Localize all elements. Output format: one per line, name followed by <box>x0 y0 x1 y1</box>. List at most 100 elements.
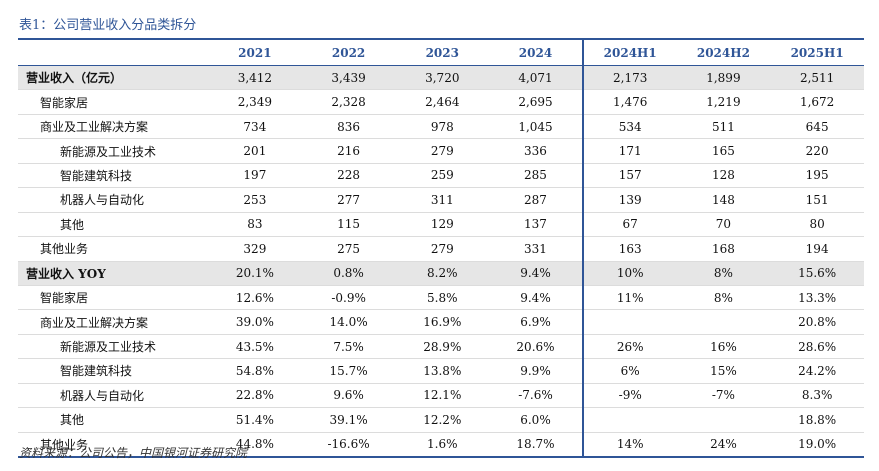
table-cell: 311 <box>395 187 490 213</box>
table-cell: 129 <box>395 212 490 238</box>
table-cell: 2,464 <box>395 89 490 115</box>
table-cell: 80 <box>770 212 864 238</box>
table-container: 2021 2022 2023 2024 2024H1 2024H2 2025H1… <box>18 38 864 458</box>
table-cell: 253 <box>208 187 302 213</box>
table-cell: 171 <box>581 138 677 164</box>
revenue-table: 2021 2022 2023 2024 2024H1 2024H2 2025H1… <box>18 38 864 458</box>
table-cell: 13.8% <box>395 358 490 384</box>
table-cell: 28.9% <box>395 334 490 360</box>
table-cell: 67 <box>581 212 677 238</box>
section-row: 营业收入 YOY 20.1% 0.8% 8.2% 9.4% 10% 8% 15.6% <box>18 261 864 286</box>
table-row: 其他业务 329 275 279 331 163 168 194 <box>18 236 864 262</box>
table-cell: 836 <box>301 114 396 140</box>
table-cell: 54.8% <box>208 358 302 384</box>
column-header: 2024 <box>489 38 583 66</box>
table-cell: 10% <box>581 261 677 286</box>
table-cell: 14% <box>581 432 677 458</box>
table-cell: 9.9% <box>489 358 583 384</box>
table-cell: 8.3% <box>770 383 864 409</box>
table-cell: 3,720 <box>395 65 490 91</box>
table-cell: 14.0% <box>301 309 396 335</box>
table-title: 表1：公司营业收入分品类拆分 <box>19 18 197 33</box>
table-cell: 3,439 <box>301 65 396 91</box>
table-cell: 6% <box>581 358 677 384</box>
table-cell: -9% <box>581 383 677 409</box>
table-cell: 12.2% <box>395 407 490 433</box>
row-label: 新能源及工业技术 <box>18 334 209 360</box>
row-label: 新能源及工业技术 <box>18 138 209 164</box>
table-row: 商业及工业解决方案 734 836 978 1,045 534 511 645 <box>18 114 864 140</box>
row-label: 营业收入 YOY <box>18 261 209 286</box>
table-cell: 7.5% <box>301 334 396 360</box>
table-cell: 1,045 <box>489 114 583 140</box>
table-row: 智能建筑科技 54.8% 15.7% 13.8% 9.9% 6% 15% 24.2% <box>18 358 864 384</box>
table-cell: 70 <box>676 212 771 238</box>
column-header: 2021 <box>208 38 302 66</box>
table-cell: 6.0% <box>489 407 583 433</box>
table-cell: 336 <box>489 138 583 164</box>
table-cell: 26% <box>581 334 677 360</box>
table-cell: 285 <box>489 163 583 189</box>
table-cell: 4,071 <box>489 65 583 91</box>
column-header: 2022 <box>301 38 396 66</box>
table-cell: 2,511 <box>770 65 864 91</box>
table-cell: 331 <box>489 236 583 262</box>
table-cell: 165 <box>676 138 771 164</box>
table-cell: -16.6% <box>301 432 396 458</box>
table-cell <box>676 407 771 433</box>
table-cell: 18.7% <box>489 432 583 458</box>
column-header: 2023 <box>395 38 490 66</box>
table-row: 智能建筑科技 197 228 259 285 157 128 195 <box>18 163 864 189</box>
table-row: 智能家居 12.6% -0.9% 5.8% 9.4% 11% 8% 13.3% <box>18 285 864 311</box>
table-cell: 51.4% <box>208 407 302 433</box>
table-row: 机器人与自动化 22.8% 9.6% 12.1% -7.6% -9% -7% 8.3% <box>18 383 864 409</box>
table-cell: 163 <box>581 236 677 262</box>
table-cell: 279 <box>395 236 490 262</box>
row-label: 其他业务 <box>18 236 209 262</box>
table-row: 新能源及工业技术 43.5% 7.5% 28.9% 20.6% 26% 16% 28.6% <box>18 334 864 360</box>
table-cell: 12.1% <box>395 383 490 409</box>
table-cell: 329 <box>208 236 302 262</box>
table-cell: 275 <box>301 236 396 262</box>
table-cell: 12.6% <box>208 285 302 311</box>
table-cell: 39.1% <box>301 407 396 433</box>
section-row: 营业收入（亿元） 3,412 3,439 3,720 4,071 2,173 1,899 2,… <box>18 65 864 91</box>
table-cell: 1.6% <box>395 432 490 458</box>
table-cell: 18.8% <box>770 407 864 433</box>
table-cell: 128 <box>676 163 771 189</box>
table-cell: 216 <box>301 138 396 164</box>
table-cell: -7% <box>676 383 771 409</box>
table-cell: 137 <box>489 212 583 238</box>
row-label: 智能家居 <box>18 89 209 115</box>
column-header: 2024H1 <box>581 38 677 66</box>
table-cell: 734 <box>208 114 302 140</box>
table-cell: 22.8% <box>208 383 302 409</box>
table-cell <box>581 309 677 335</box>
row-label: 智能家居 <box>18 285 209 311</box>
table-cell: 19.0% <box>770 432 864 458</box>
table-cell: 2,328 <box>301 89 396 115</box>
table-cell: 2,173 <box>581 65 677 91</box>
row-label: 智能建筑科技 <box>18 163 209 189</box>
row-label: 商业及工业解决方案 <box>18 114 209 140</box>
table-cell: 645 <box>770 114 864 140</box>
table-cell: 24% <box>676 432 771 458</box>
table-cell: -7.6% <box>489 383 583 409</box>
table-cell: 259 <box>395 163 490 189</box>
table-cell: 15.6% <box>770 261 864 286</box>
table-cell: 279 <box>395 138 490 164</box>
table-row: 机器人与自动化 253 277 311 287 139 148 151 <box>18 187 864 213</box>
table-cell: 16% <box>676 334 771 360</box>
row-label: 机器人与自动化 <box>18 187 209 213</box>
table-cell: 1,476 <box>581 89 677 115</box>
table-cell: 197 <box>208 163 302 189</box>
header-row: 2021 2022 2023 2024 2024H1 2024H2 2025H1 <box>18 38 864 66</box>
table-cell: 1,672 <box>770 89 864 115</box>
table-cell: 8% <box>676 285 771 311</box>
table-cell: 2,695 <box>489 89 583 115</box>
row-label: 其他 <box>18 212 209 238</box>
table-cell: 228 <box>301 163 396 189</box>
table-cell: 20.1% <box>208 261 302 286</box>
table-cell: 5.8% <box>395 285 490 311</box>
table-cell: 157 <box>581 163 677 189</box>
